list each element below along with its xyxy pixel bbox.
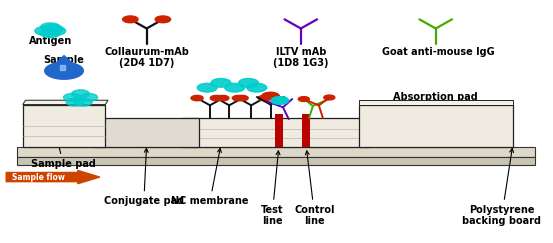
Circle shape bbox=[210, 95, 222, 101]
Circle shape bbox=[40, 23, 60, 32]
Text: Conjugate pad: Conjugate pad bbox=[104, 148, 184, 206]
Circle shape bbox=[211, 78, 231, 87]
Circle shape bbox=[262, 92, 279, 100]
Circle shape bbox=[191, 95, 203, 101]
Text: Antigen: Antigen bbox=[29, 36, 72, 46]
Circle shape bbox=[258, 95, 270, 101]
Circle shape bbox=[40, 29, 60, 38]
Circle shape bbox=[66, 98, 84, 106]
Circle shape bbox=[43, 25, 63, 33]
Circle shape bbox=[197, 83, 217, 92]
Polygon shape bbox=[45, 62, 84, 79]
Circle shape bbox=[72, 90, 90, 98]
Circle shape bbox=[236, 95, 248, 101]
Circle shape bbox=[217, 95, 229, 101]
Circle shape bbox=[271, 97, 289, 104]
Circle shape bbox=[238, 78, 258, 87]
Polygon shape bbox=[95, 118, 199, 147]
FancyArrow shape bbox=[6, 170, 100, 184]
Text: Goat anti-mouse IgG: Goat anti-mouse IgG bbox=[382, 47, 495, 57]
Circle shape bbox=[123, 16, 138, 23]
Text: Polystyrene
backing board: Polystyrene backing board bbox=[462, 148, 541, 226]
Polygon shape bbox=[359, 104, 513, 147]
Text: Sample pad: Sample pad bbox=[31, 138, 96, 169]
Circle shape bbox=[247, 83, 267, 92]
Text: Absorption pad: Absorption pad bbox=[393, 92, 478, 102]
Circle shape bbox=[46, 26, 66, 35]
Polygon shape bbox=[182, 118, 369, 147]
Circle shape bbox=[225, 83, 244, 92]
Circle shape bbox=[232, 95, 244, 101]
Circle shape bbox=[298, 97, 309, 102]
Polygon shape bbox=[23, 100, 108, 104]
Circle shape bbox=[155, 16, 171, 23]
Polygon shape bbox=[359, 100, 513, 104]
Text: Sample: Sample bbox=[44, 55, 85, 65]
Text: ILTV mAb
(1D8 1G3): ILTV mAb (1D8 1G3) bbox=[273, 47, 328, 68]
Polygon shape bbox=[17, 156, 535, 165]
Circle shape bbox=[324, 95, 335, 100]
Text: Collaurum-mAb
(2D4 1D7): Collaurum-mAb (2D4 1D7) bbox=[104, 47, 189, 68]
Text: Sample flow: Sample flow bbox=[12, 173, 65, 182]
Text: Control
line: Control line bbox=[294, 151, 335, 226]
Polygon shape bbox=[275, 114, 283, 147]
Circle shape bbox=[35, 26, 55, 35]
Circle shape bbox=[75, 98, 92, 106]
Text: Test
line: Test line bbox=[261, 151, 284, 226]
Polygon shape bbox=[302, 114, 310, 147]
Circle shape bbox=[80, 94, 98, 101]
Polygon shape bbox=[54, 56, 74, 65]
Polygon shape bbox=[17, 147, 535, 156]
Polygon shape bbox=[60, 65, 65, 69]
Text: NC membrane: NC membrane bbox=[171, 148, 249, 206]
Polygon shape bbox=[23, 104, 105, 147]
Circle shape bbox=[64, 94, 81, 101]
